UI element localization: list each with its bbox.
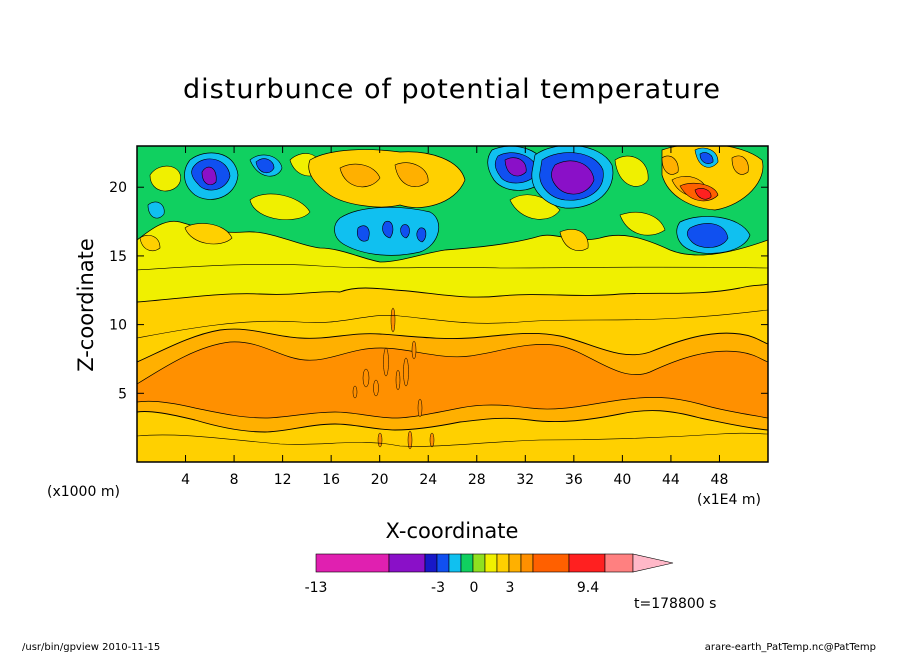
field-island [619, 211, 666, 236]
colorbar-label: 9.4 [577, 580, 599, 596]
colorbar-segment [424, 553, 438, 573]
field-island [249, 193, 311, 221]
field-warm-cell [661, 155, 679, 175]
field-cold-core [504, 157, 527, 177]
x-axis: 4 8 12 16 20 24 28 32 36 40 44 48 [181, 146, 728, 488]
colorbar-segment [520, 553, 534, 573]
field-cold-cell [686, 223, 729, 248]
colorbar-labels: -13 -3 0 3 9.4 [305, 580, 600, 596]
heatmap-field [137, 146, 768, 462]
y-tick-label: 20 [109, 180, 127, 196]
field-orange-band [137, 341, 768, 419]
y-axis: 5 10 15 20 [109, 180, 768, 402]
field-cold-core [551, 160, 595, 195]
x-unit-label: (x1E4 m) [697, 492, 761, 508]
colorbar-segment [448, 553, 462, 573]
colorbar-segment [604, 553, 634, 573]
y-unit-label: (x1000 m) [47, 484, 120, 500]
x-tick-label: 36 [565, 472, 583, 488]
x-tick-label: 48 [711, 472, 729, 488]
plot-frame [136, 145, 769, 463]
y-axis-title: Z-coordinate [74, 238, 98, 372]
x-tick-label: 16 [322, 472, 340, 488]
colorbar-segment [496, 553, 510, 573]
x-tick-label: 24 [419, 472, 437, 488]
field-plume [352, 307, 435, 450]
field-blue-blob [400, 224, 410, 239]
colorbar-segment [472, 553, 486, 573]
colorbar-label: 3 [506, 580, 515, 596]
colorbar-label: 0 [470, 580, 479, 596]
field-warm-cell [339, 163, 381, 188]
footer-left: /usr/bin/gpview 2010-11-15 [22, 642, 160, 653]
colorbar [315, 553, 674, 573]
colorbar-segment [460, 553, 474, 573]
x-tick-label: 44 [662, 472, 680, 488]
y-tick-label: 10 [109, 318, 127, 334]
x-axis-title: X-coordinate [386, 519, 519, 543]
field-island [149, 165, 181, 192]
colorbar-label: -3 [431, 580, 445, 596]
field-warm-cell [139, 235, 161, 251]
field-warm-cell [559, 228, 589, 251]
field-warm-cell [308, 149, 466, 208]
field-blue-blob [382, 220, 394, 239]
x-tick-label: 20 [371, 472, 389, 488]
colorbar-label: -13 [305, 580, 328, 596]
x-tick-label: 28 [468, 472, 486, 488]
field-cold-cell [147, 201, 165, 219]
x-tick-label: 8 [230, 472, 239, 488]
footer-right: arare-earth_PatTemp.nc@PatTemp [705, 642, 876, 653]
field-contour-lines [137, 264, 768, 447]
field-blue-blob [357, 225, 370, 242]
field-warm-cell [184, 223, 233, 245]
colorbar-segment [388, 553, 426, 573]
field-blue-blob [416, 227, 427, 243]
y-tick-label: 5 [118, 386, 127, 402]
time-label: t=178800 s [634, 596, 716, 612]
field-cold-cell [699, 152, 714, 164]
chart-title: disturbunce of potential temperature [183, 74, 721, 105]
colorbar-overflow-arrow [632, 553, 674, 573]
field-warm-cell [731, 155, 749, 175]
x-tick-label: 40 [613, 472, 631, 488]
y-tick-label: 15 [109, 249, 127, 265]
x-tick-label: 12 [274, 472, 292, 488]
field-cold-core [201, 166, 217, 185]
field-cold-cell [255, 158, 275, 174]
colorbar-segment [508, 553, 522, 573]
x-tick-label: 4 [181, 472, 190, 488]
colorbar-segment [568, 553, 606, 573]
field-warm-core [694, 188, 712, 200]
colorbar-segment [532, 553, 570, 573]
field-warm-cell [394, 162, 429, 187]
field-island [614, 155, 649, 187]
colorbar-segment [436, 553, 450, 573]
colorbar-segment [315, 553, 390, 573]
x-tick-label: 32 [516, 472, 534, 488]
colorbar-segment [484, 553, 498, 573]
